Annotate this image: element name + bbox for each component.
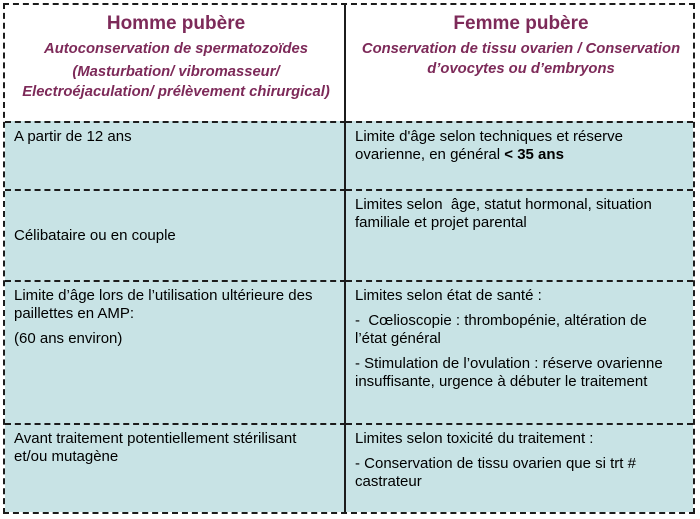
table-row-1-cell-femme: Limite d'âge selon techniques et réserve… [346, 121, 693, 189]
cell-text: (60 ans environ) [14, 330, 123, 347]
table-row-4-cell-homme: Avant traitement potentiellement stérili… [5, 423, 346, 512]
header-cell-homme: Homme pubère Autoconservation de spermat… [5, 5, 346, 121]
cell-text: Avant traitement potentiellement stérili… [14, 430, 297, 465]
cell-text: Célibataire ou en couple [14, 226, 176, 244]
table-row-2-cell-femme: Limites selon âge, statut hormonal, situ… [346, 189, 693, 280]
table-row-2-cell-homme: Célibataire ou en couple [5, 189, 346, 280]
cell-text: - Stimulation de l’ovulation : réserve o… [355, 355, 663, 390]
cell-text: Limite d’âge lors de l’utilisation ultér… [14, 287, 313, 322]
cell-text: - Cœlioscopie : thrombopénie, altération… [355, 312, 647, 347]
table-row-3-cell-femme: Limites selon état de santé : - Cœliosco… [346, 280, 693, 423]
header-cell-femme: Femme pubère Conservation de tissu ovari… [346, 5, 693, 121]
column-title-femme: Femme pubère [453, 13, 589, 34]
column-title-homme: Homme pubère [106, 13, 246, 34]
cell-text: Limites selon âge, statut hormonal, situ… [355, 196, 652, 231]
column-subtitle-homme: Autoconservation de spermatozoïdes [44, 41, 308, 57]
column-subtitle-femme: Conservation de tissu ovarien / Conserva… [361, 41, 681, 77]
cell-text: - Conservation de tissu ovarien que si t… [355, 455, 636, 490]
cell-text: Limites selon état de santé : [355, 287, 542, 304]
cell-text: A partir de 12 ans [14, 128, 132, 145]
cell-text-normal: Limite d'âge selon techniques et réserve… [355, 128, 624, 163]
cell-text: Limites selon toxicité du traitement : [355, 430, 594, 447]
cell-text-bold: < 35 ans [504, 146, 564, 163]
table-row-3-cell-homme: Limite d’âge lors de l’utilisation ultér… [5, 280, 346, 423]
table-row-4-cell-femme: Limites selon toxicité du traitement : -… [346, 423, 693, 512]
column-methods-homme: (Masturbation/ vibromasseur/ Electroéjac… [22, 64, 330, 100]
cell-text: Limite d'âge selon techniques et réserve… [355, 128, 687, 164]
fertility-preservation-comparison-table: Homme pubère Autoconservation de spermat… [3, 3, 695, 514]
table-row-1-cell-homme: A partir de 12 ans [5, 121, 346, 189]
